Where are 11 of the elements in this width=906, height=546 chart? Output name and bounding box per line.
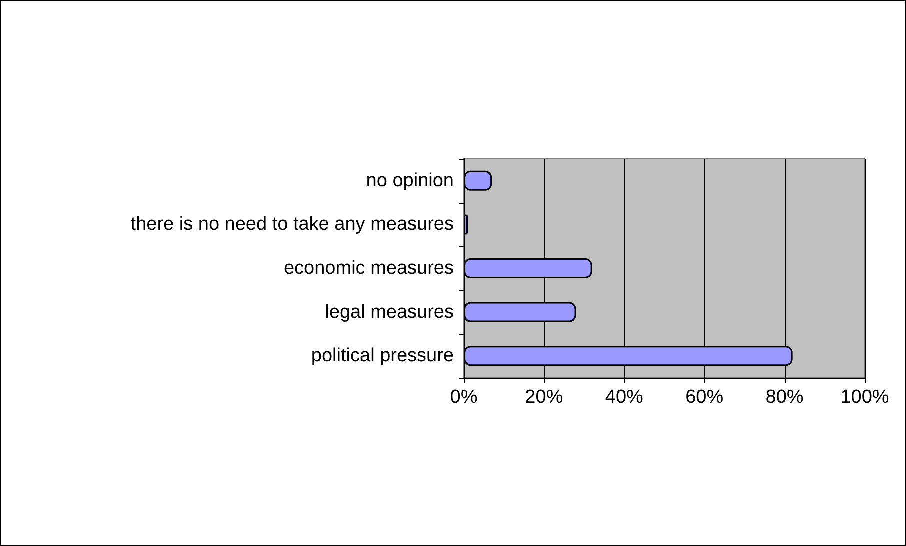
x-tick-label: 0% xyxy=(450,387,478,408)
x-tick-label: 20% xyxy=(525,387,564,408)
x-tick-label: 40% xyxy=(605,387,644,408)
x-tick-label: 100% xyxy=(840,387,890,408)
y-tick-label: there is no need to take any measures xyxy=(130,214,454,236)
x-tick-label: 80% xyxy=(766,387,804,408)
y-tick-label: legal measures xyxy=(325,302,454,323)
y-tick-label: political pressure xyxy=(311,346,454,367)
x-tick-label: 60% xyxy=(686,387,724,408)
y-tick-label: no opinion xyxy=(366,170,454,192)
y-tick-label: economic measures xyxy=(284,258,454,279)
